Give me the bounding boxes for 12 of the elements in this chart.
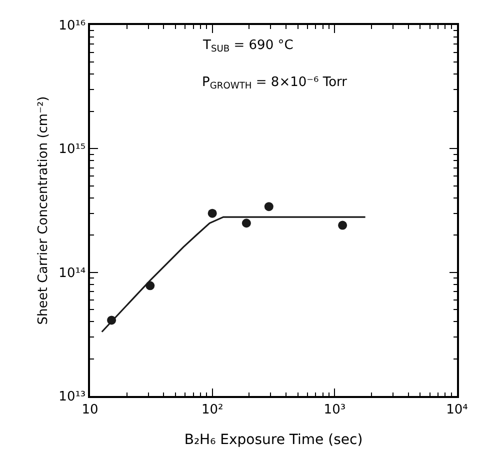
y-tick-label: 10¹⁴	[58, 266, 86, 281]
annotation: T$_{SUB}$ = 690 °C	[202, 38, 294, 55]
x-tick-label: 10⁴	[446, 402, 468, 418]
y-tick-label: 10¹⁶	[58, 18, 86, 34]
y-tick-label: 10¹³	[58, 390, 86, 405]
x-tick-label: 10²	[201, 402, 224, 418]
x-tick-label: 10³	[324, 402, 346, 418]
annotation: P$_{GROWTH}$ = 8×10⁻⁶ Torr	[202, 75, 348, 92]
x-tick-label: 10	[82, 402, 98, 418]
x-axis-title: B₂H₆ Exposure Time (sec)	[184, 432, 363, 448]
y-axis-title: Sheet Carrier Concentration (cm⁻²)	[36, 96, 52, 325]
y-tick-label: 10¹⁵	[58, 142, 86, 158]
